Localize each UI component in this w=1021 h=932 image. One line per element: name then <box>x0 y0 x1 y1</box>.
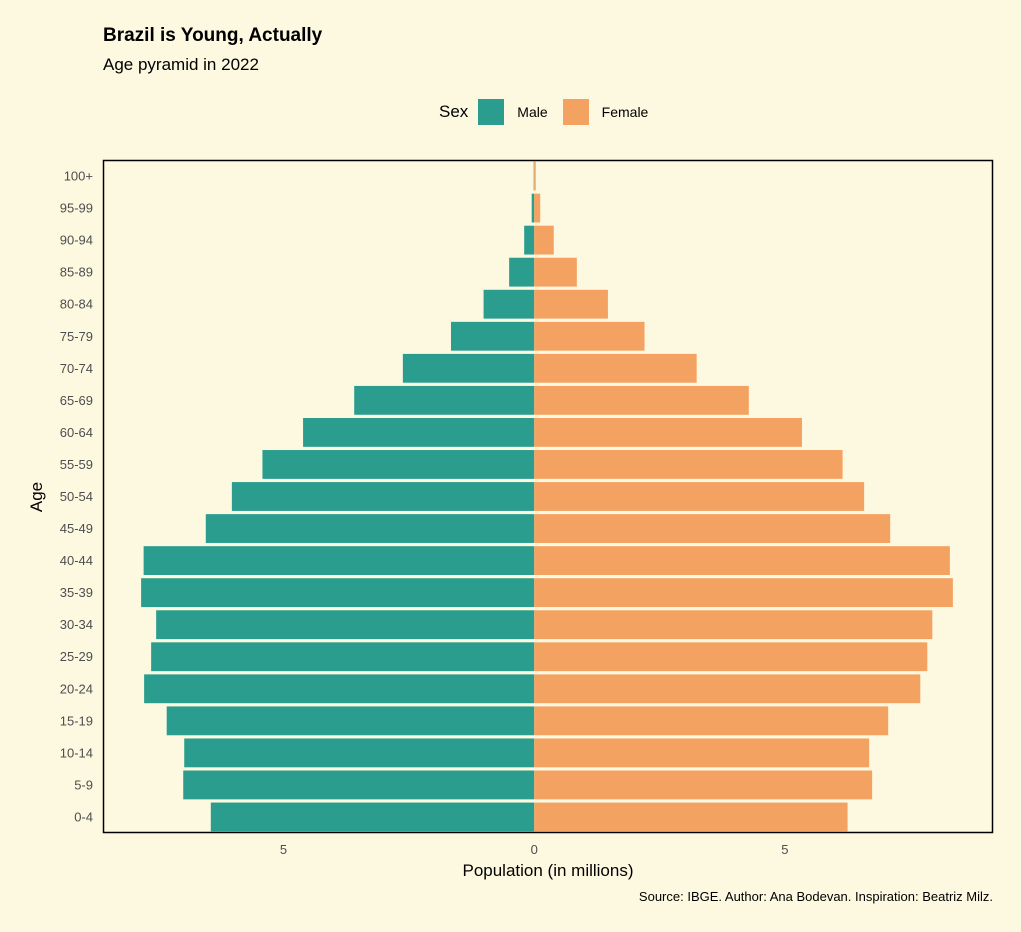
legend-label-female: Female <box>601 104 649 120</box>
bar-male-35-39 <box>141 578 535 608</box>
bars-group <box>141 161 953 832</box>
bar-female-70-74 <box>534 353 697 383</box>
bar-male-40-44 <box>143 546 535 576</box>
bar-female-45-49 <box>534 514 891 543</box>
plot-frame <box>102 159 994 834</box>
x-tick-label: 5 <box>781 842 788 857</box>
bar-male-15-19 <box>166 706 535 736</box>
x-axis-title: Population (in millions) <box>462 861 633 880</box>
legend-title: Sex <box>439 102 469 121</box>
y-tick-label: 10-14 <box>60 745 93 760</box>
bar-male-65-69 <box>354 385 535 415</box>
y-tick-label: 90-94 <box>60 233 93 248</box>
y-tick-label: 60-64 <box>60 425 93 440</box>
y-tick-label: 55-59 <box>60 457 93 472</box>
bar-female-90-94 <box>534 225 554 255</box>
y-tick-label: 35-39 <box>60 585 93 600</box>
bar-male-90-94 <box>524 225 535 255</box>
bar-female-25-29 <box>534 642 928 672</box>
y-tick-label: 100+ <box>64 169 93 184</box>
bar-male-100+ <box>533 161 535 191</box>
chart-subtitle: Age pyramid in 2022 <box>103 55 259 74</box>
bar-female-65-69 <box>534 385 749 415</box>
y-tick-labels: 0-4 5-9 10-14 15-19 20-24 25-29 30-34 35-39 40-4… <box>60 169 93 825</box>
y-axis-title: Age <box>27 482 46 512</box>
y-tick-label: 5-9 <box>74 777 93 792</box>
y-tick-label: 40-44 <box>60 553 93 568</box>
bar-female-95-99 <box>534 193 541 223</box>
legend-swatch-female <box>562 99 589 125</box>
bar-female-20-24 <box>534 674 921 704</box>
bar-female-60-64 <box>534 417 802 447</box>
bar-male-20-24 <box>144 674 535 704</box>
y-tick-label: 80-84 <box>60 297 93 312</box>
bar-female-0-4 <box>534 802 848 832</box>
legend-swatch-male <box>478 99 505 125</box>
y-tick-label: 95-99 <box>60 201 93 216</box>
x-tick-label: 0 <box>531 842 538 857</box>
bar-male-75-79 <box>450 321 535 351</box>
bar-female-35-39 <box>534 578 953 608</box>
y-tick-label: 75-79 <box>60 329 93 344</box>
y-tick-label: 85-89 <box>60 265 93 280</box>
y-tick-label: 20-24 <box>60 681 93 696</box>
bar-male-95-99 <box>531 193 535 223</box>
bar-female-30-34 <box>534 610 933 640</box>
y-tick-label: 70-74 <box>60 361 93 376</box>
bar-female-100+ <box>534 161 536 191</box>
bar-female-55-59 <box>534 450 843 479</box>
y-tick-label: 15-19 <box>60 713 93 728</box>
y-tick-label: 30-34 <box>60 617 93 632</box>
bar-male-0-4 <box>210 802 535 832</box>
bar-female-5-9 <box>534 770 873 800</box>
y-tick-label: 25-29 <box>60 649 93 664</box>
bar-male-85-89 <box>509 257 535 287</box>
y-tick-label: 45-49 <box>60 521 93 536</box>
x-tick-label: 5 <box>280 842 287 857</box>
legend: Sex Male Female <box>439 99 663 125</box>
bar-male-70-74 <box>402 353 535 383</box>
bar-female-75-79 <box>534 321 645 351</box>
y-tick-label: 50-54 <box>60 489 93 504</box>
bar-female-40-44 <box>534 546 950 576</box>
y-tick-label: 0-4 <box>74 809 93 824</box>
bar-male-5-9 <box>183 770 535 800</box>
bar-male-50-54 <box>231 482 535 511</box>
bar-female-80-84 <box>534 289 608 319</box>
bar-male-45-49 <box>205 514 535 543</box>
y-tick-label: 65-69 <box>60 393 93 408</box>
chart-title: Brazil is Young, Actually <box>103 25 323 46</box>
bar-male-30-34 <box>156 610 535 640</box>
bar-female-85-89 <box>534 257 577 287</box>
bar-male-80-84 <box>483 289 535 319</box>
caption: Source: IBGE. Author: Ana Bodevan. Inspi… <box>638 889 993 904</box>
bar-male-55-59 <box>262 450 535 479</box>
bar-female-50-54 <box>534 482 865 511</box>
x-tick-labels: 5 0 5 <box>280 842 789 857</box>
bar-male-25-29 <box>151 642 535 672</box>
bar-male-10-14 <box>184 738 535 768</box>
bar-female-10-14 <box>534 738 870 768</box>
legend-label-male: Male <box>517 104 548 120</box>
bar-female-15-19 <box>534 706 889 736</box>
bar-male-60-64 <box>303 417 535 447</box>
